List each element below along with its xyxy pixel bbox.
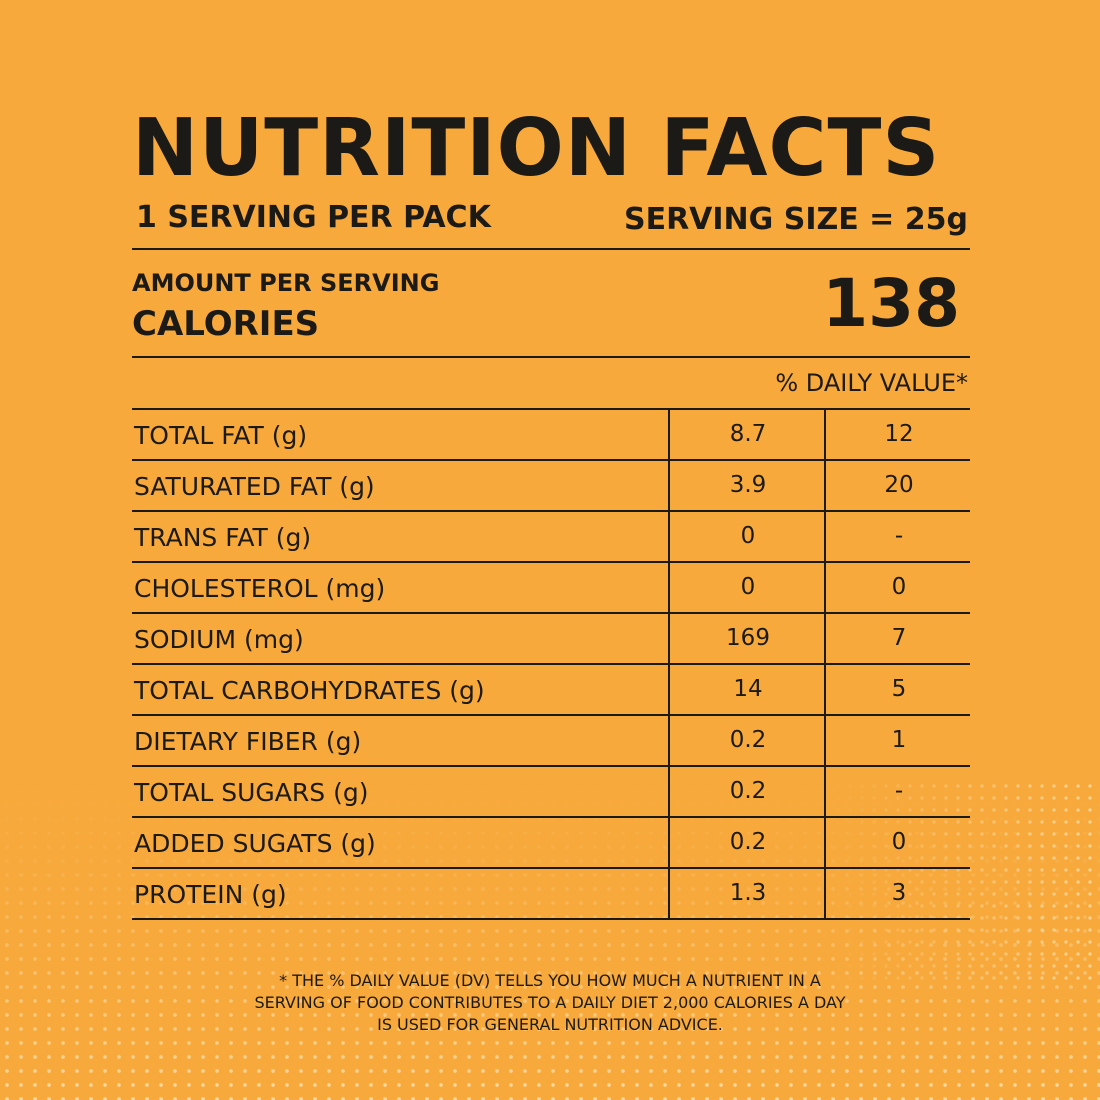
divider	[132, 356, 970, 358]
table-row: CHOLESTEROL (mg) 0 0	[132, 561, 970, 612]
nutrient-name: SATURATED FAT (g)	[134, 472, 375, 501]
nutrient-daily-value: 0	[824, 818, 972, 867]
table-row: PROTEIN (g) 1.3 3	[132, 867, 970, 920]
table-row: DIETARY FIBER (g) 0.2 1	[132, 714, 970, 765]
nutrient-name: PROTEIN (g)	[134, 880, 287, 909]
nutrient-daily-value: 7	[824, 614, 972, 663]
nutrient-name: CHOLESTEROL (mg)	[134, 574, 386, 603]
table-row: TRANS FAT (g) 0 -	[132, 510, 970, 561]
nutrient-name: TRANS FAT (g)	[134, 523, 312, 552]
footnote: * THE % DAILY VALUE (DV) TELLS YOU HOW M…	[254, 971, 846, 1034]
nutrient-amount: 0	[668, 563, 826, 612]
daily-value-header: % DAILY VALUE*	[775, 369, 968, 397]
calories-value: 138	[822, 265, 960, 342]
nutrient-daily-value: 20	[824, 461, 972, 510]
serving-size: SERVING SIZE = 25g	[623, 202, 968, 237]
table-row: TOTAL SUGARS (g) 0.2 -	[132, 765, 970, 816]
nutrient-amount: 8.7	[668, 410, 826, 459]
nutrient-name: DIETARY FIBER (g)	[134, 727, 362, 756]
nutrient-amount: 0.2	[668, 818, 826, 867]
nutrient-name: ADDED SUGATS (g)	[134, 829, 376, 858]
nutrient-amount: 14	[668, 665, 826, 714]
nutrient-name: TOTAL SUGARS (g)	[134, 778, 369, 807]
nutrient-daily-value: 0	[824, 563, 972, 612]
nutrient-name: TOTAL CARBOHYDRATES (g)	[134, 676, 485, 705]
nutrient-name: SODIUM (mg)	[134, 625, 304, 654]
nutrient-name: TOTAL FAT (g)	[134, 421, 308, 450]
nutrient-daily-value: -	[824, 767, 972, 816]
table-row: TOTAL CARBOHYDRATES (g) 14 5	[132, 663, 970, 714]
calories-label: CALORIES	[132, 304, 320, 344]
nutrient-daily-value: 3	[824, 869, 972, 918]
servings-per-pack: 1 SERVING PER PACK	[136, 200, 491, 235]
amount-per-serving-label: AMOUNT PER SERVING	[132, 269, 440, 297]
nutrient-amount: 0.2	[668, 716, 826, 765]
halftone-dots-decoration-right	[820, 780, 1100, 980]
table-row: SATURATED FAT (g) 3.9 20	[132, 459, 970, 510]
page-title: NUTRITION FACTS	[132, 102, 941, 194]
nutrient-amount: 0	[668, 512, 826, 561]
nutrient-amount: 3.9	[668, 461, 826, 510]
table-row: SODIUM (mg) 169 7	[132, 612, 970, 663]
nutrient-daily-value: 5	[824, 665, 972, 714]
divider	[132, 248, 970, 250]
nutrient-daily-value: 1	[824, 716, 972, 765]
nutrient-table: TOTAL FAT (g) 8.7 12 SATURATED FAT (g) 3…	[132, 408, 970, 920]
table-row: TOTAL FAT (g) 8.7 12	[132, 408, 970, 459]
nutrient-daily-value: -	[824, 512, 972, 561]
table-row: ADDED SUGATS (g) 0.2 0	[132, 816, 970, 867]
nutrient-amount: 0.2	[668, 767, 826, 816]
nutrient-amount: 1.3	[668, 869, 826, 918]
nutrient-amount: 169	[668, 614, 826, 663]
nutrient-daily-value: 12	[824, 410, 972, 459]
